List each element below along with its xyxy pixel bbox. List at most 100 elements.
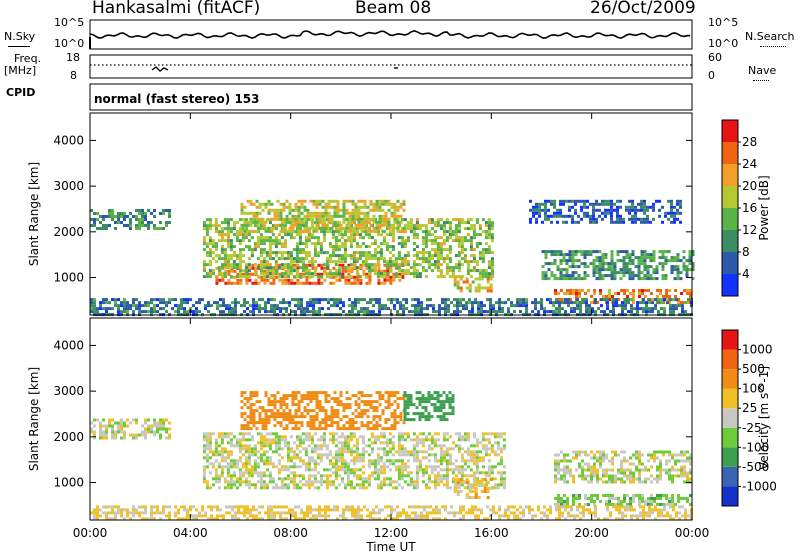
data-cell — [217, 269, 221, 273]
data-cell — [346, 266, 350, 270]
data-cell — [468, 289, 472, 293]
data-cell — [393, 391, 397, 395]
data-cell — [255, 304, 258, 308]
data-cell — [285, 418, 289, 422]
data-cell — [117, 218, 120, 221]
data-cell — [349, 218, 353, 222]
data-cell — [144, 304, 147, 308]
data-cell — [499, 450, 503, 454]
data-cell — [427, 233, 431, 237]
data-cell — [352, 266, 356, 270]
data-cell — [555, 310, 558, 314]
data-cell — [217, 435, 221, 439]
data-cell — [534, 307, 537, 311]
data-cell — [202, 269, 206, 273]
data-cell — [325, 230, 329, 234]
nsky-legend-line — [8, 46, 30, 47]
data-cell — [655, 268, 659, 272]
data-cell — [418, 468, 422, 472]
data-cell — [439, 218, 443, 222]
data-cell — [637, 265, 641, 269]
data-cell — [433, 459, 437, 463]
data-cell — [373, 269, 377, 273]
data-cell — [540, 307, 543, 311]
data-cell — [268, 444, 272, 448]
data-cell — [289, 251, 293, 255]
data-cell — [559, 274, 563, 278]
data-cell — [595, 250, 599, 254]
data-cell — [226, 221, 230, 225]
data-cell — [373, 471, 377, 475]
data-cell — [430, 221, 434, 225]
data-cell — [261, 217, 265, 221]
data-cell — [292, 471, 296, 475]
data-cell — [274, 486, 278, 490]
data-cell — [400, 465, 404, 469]
data-cell — [220, 266, 224, 270]
data-cell — [550, 253, 554, 257]
data-cell — [571, 250, 575, 254]
data-cell — [586, 199, 589, 203]
data-cell — [120, 212, 123, 215]
data-cell — [664, 277, 668, 281]
data-cell — [454, 444, 458, 448]
data-cell — [648, 298, 651, 302]
data-cell — [351, 202, 355, 206]
data-cell — [262, 239, 266, 243]
data-cell — [385, 260, 389, 264]
data-cell — [285, 397, 289, 401]
data-cell — [300, 394, 304, 398]
data-cell — [665, 298, 668, 301]
data-cell — [360, 298, 363, 302]
data-cell — [265, 236, 269, 240]
data-cell — [279, 421, 283, 425]
data-cell — [360, 211, 364, 215]
data-cell — [340, 456, 344, 460]
data-cell — [325, 263, 329, 267]
data-cell — [493, 483, 497, 487]
data-cell — [288, 421, 292, 425]
data-cell — [591, 307, 594, 311]
data-cell — [549, 298, 552, 302]
data-cell — [268, 456, 272, 460]
data-cell — [262, 272, 266, 276]
data-cell — [606, 301, 609, 305]
data-cell — [102, 430, 105, 434]
data-cell — [667, 199, 670, 203]
data-cell — [468, 310, 471, 314]
data-cell — [445, 269, 449, 273]
data-cell — [318, 226, 322, 230]
data-cell — [351, 304, 354, 308]
data-cell — [327, 220, 331, 224]
data-cell — [342, 199, 346, 203]
data-cell — [313, 221, 317, 225]
data-cell — [538, 214, 541, 218]
data-cell — [340, 236, 344, 240]
data-cell — [259, 444, 263, 448]
data-cell — [451, 266, 455, 270]
data-cell — [403, 218, 407, 222]
data-cell — [436, 471, 440, 475]
data-cell — [267, 298, 270, 302]
data-cell — [220, 447, 224, 451]
data-cell — [427, 453, 431, 457]
data-cell — [480, 277, 484, 281]
data-cell — [229, 450, 233, 454]
data-cell — [337, 269, 341, 273]
data-cell — [531, 310, 534, 314]
data-cell — [484, 221, 488, 225]
data-cell — [675, 307, 678, 311]
data-cell — [262, 251, 266, 255]
data-cell — [153, 433, 156, 437]
data-cell — [670, 214, 673, 218]
data-cell — [105, 433, 108, 437]
data-cell — [652, 253, 656, 257]
data-cell — [261, 298, 264, 302]
data-cell — [312, 307, 315, 311]
data-cell — [319, 483, 323, 487]
data-cell — [378, 223, 382, 227]
data-cell — [295, 227, 299, 231]
data-cell — [220, 239, 224, 243]
data-cell — [280, 272, 284, 276]
data-cell — [259, 438, 263, 442]
